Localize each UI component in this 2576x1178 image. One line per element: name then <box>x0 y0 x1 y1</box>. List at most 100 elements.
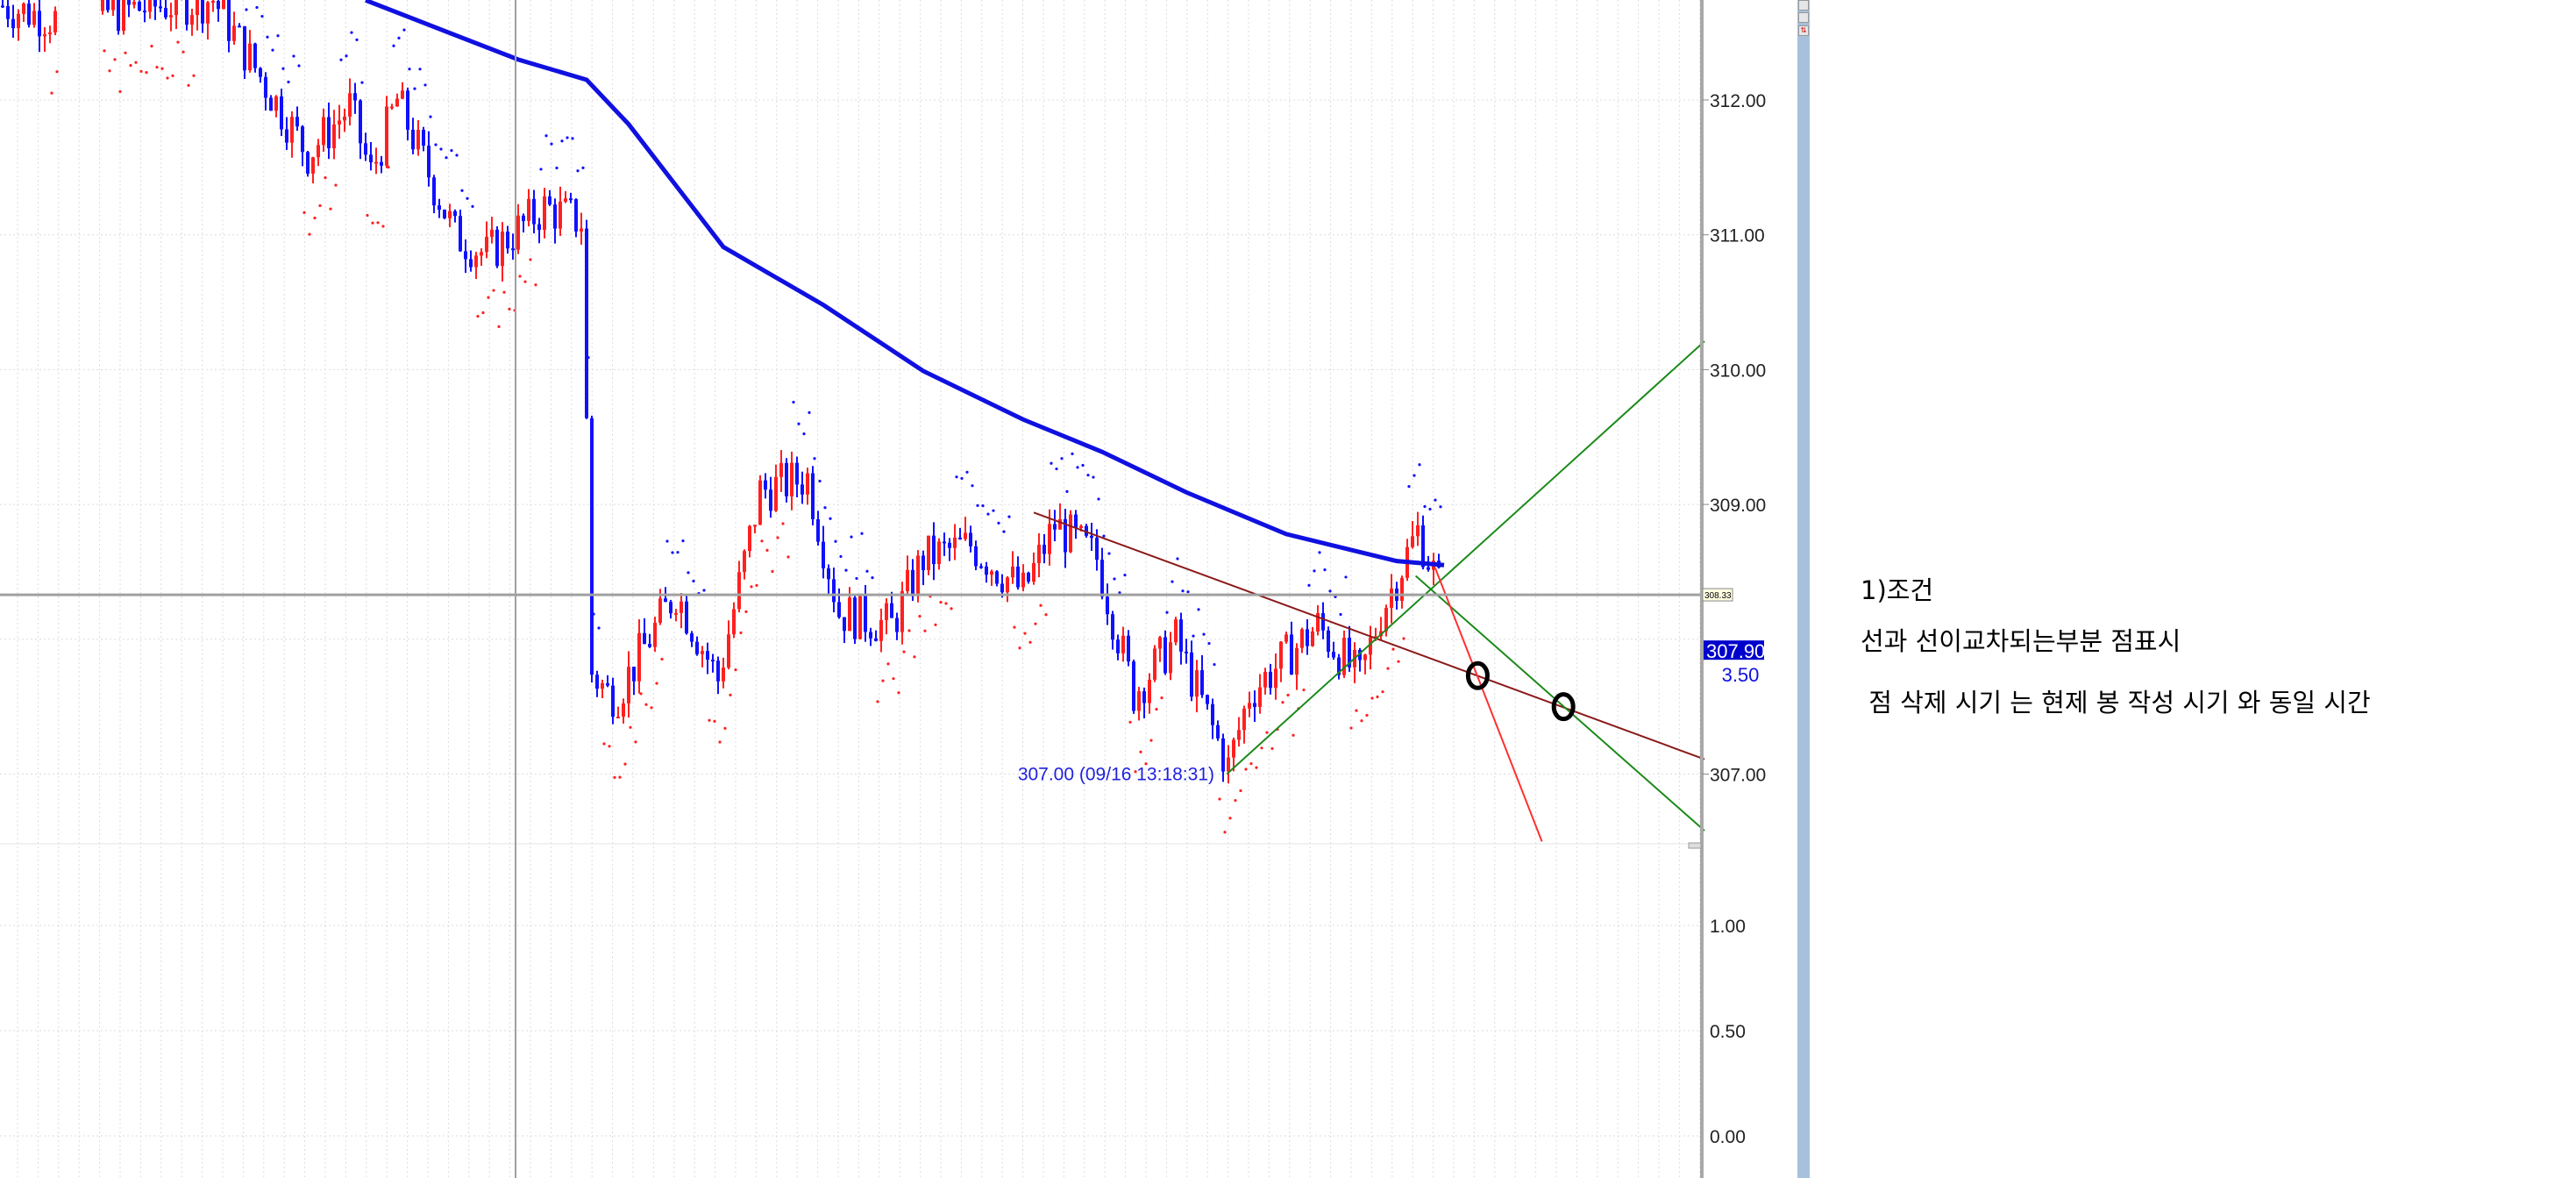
sar-dot <box>960 476 964 481</box>
candle-body <box>227 0 231 41</box>
candle-body <box>122 0 125 32</box>
sar-dot <box>1144 762 1148 766</box>
candle-body <box>864 594 867 632</box>
sar-dot <box>1176 557 1179 560</box>
candle-body <box>601 682 604 689</box>
sar-dot <box>481 311 485 315</box>
sar-dot <box>471 204 474 209</box>
candle-body <box>516 215 520 250</box>
candle-body <box>474 255 478 268</box>
candle-body <box>238 25 241 28</box>
sar-dot <box>255 5 259 10</box>
sar-dot <box>808 411 811 414</box>
panel-resize-handle[interactable] <box>1688 842 1702 849</box>
sar-dot <box>1149 739 1153 742</box>
candle-body <box>737 572 741 610</box>
candle-body <box>716 660 720 682</box>
sort-icon[interactable]: ⇅ <box>1798 25 1809 36</box>
candle-body <box>243 26 246 71</box>
candle-body <box>295 117 299 127</box>
candle-body <box>1021 572 1025 588</box>
sar-dot <box>1028 640 1032 644</box>
candle-body <box>690 633 694 642</box>
price-chart[interactable]: 307.00 (09/16 13:18:31) 312.00 311.00 310.… <box>0 0 1797 1178</box>
sar-dot <box>492 289 495 292</box>
candle-body <box>1006 577 1009 593</box>
candle-body <box>769 489 772 511</box>
sar-dot <box>855 576 858 581</box>
candle-body <box>695 641 699 654</box>
sar-dot <box>981 504 985 508</box>
candle-body <box>1148 679 1151 703</box>
scroll-arrow-icon[interactable] <box>1798 0 1809 11</box>
sar-dot <box>1207 641 1211 646</box>
sar-dot <box>792 400 795 404</box>
candle-body <box>1279 641 1283 669</box>
candle-body <box>1290 634 1293 675</box>
vertical-scrollbar[interactable]: ⇅ <box>1797 0 1810 1178</box>
candle-body <box>1342 638 1346 675</box>
candle-body <box>1032 563 1035 582</box>
candle-body <box>727 634 730 668</box>
sar-dot <box>371 221 374 225</box>
sar-dot <box>1081 463 1085 468</box>
note-line-1: 선과 선이교차되는부분 점표시 <box>1861 626 2181 656</box>
sar-dot <box>160 67 164 70</box>
candle-body <box>1163 637 1167 674</box>
sar-dot <box>339 58 343 61</box>
candle-body <box>995 571 999 584</box>
candle-body <box>895 618 899 632</box>
sar-dot <box>523 280 527 283</box>
sar-dot <box>881 679 885 682</box>
sar-dot <box>1181 589 1185 593</box>
circle-marker <box>1465 660 1490 690</box>
sar-dot <box>729 693 732 697</box>
sar-dot <box>108 69 111 73</box>
candle-body <box>653 622 657 647</box>
candle-body <box>758 480 762 525</box>
candle-body <box>632 667 636 682</box>
candle-body <box>101 0 104 11</box>
candle-body <box>564 198 567 202</box>
candle-body <box>648 644 651 647</box>
sar-dot <box>1171 580 1174 583</box>
candle-body <box>290 117 294 143</box>
sar-dot <box>497 325 501 329</box>
sar-dot <box>266 35 269 39</box>
candle-body <box>1358 649 1362 660</box>
candle-body <box>1200 670 1204 696</box>
candle-body <box>390 106 394 109</box>
sar-dot <box>955 475 958 479</box>
candle-body <box>890 603 893 618</box>
candle-body <box>232 25 236 41</box>
sar-dot <box>1365 713 1369 718</box>
sar-dot <box>776 536 779 539</box>
sar-dot <box>1270 746 1274 751</box>
sar-dot <box>155 65 159 69</box>
sar-dot <box>534 283 537 287</box>
sar-dot <box>423 83 427 87</box>
sub-tick-label: 0.00 <box>1710 1127 1746 1147</box>
sar-dot <box>355 38 359 41</box>
copy-icon[interactable] <box>1798 12 1809 23</box>
sub-tick-label: 0.50 <box>1710 1022 1746 1042</box>
candle-body <box>806 473 809 495</box>
candle-body <box>1400 577 1404 602</box>
sar-dot <box>581 166 585 170</box>
candle-body <box>1216 725 1220 739</box>
sar-dot <box>408 68 411 71</box>
sar-dot <box>1039 603 1042 607</box>
candle-body <box>958 537 962 539</box>
sar-dot <box>297 64 301 68</box>
candle-body <box>637 632 641 682</box>
candle-body <box>622 703 625 717</box>
sar-dot <box>387 165 390 169</box>
sar-dot <box>608 745 611 748</box>
sar-dot <box>907 629 911 632</box>
candle-body <box>948 542 951 548</box>
sar-dot <box>1281 701 1284 704</box>
trendlines[interactable] <box>1033 340 1705 842</box>
sar-dot <box>544 134 548 138</box>
sar-dot <box>618 775 622 779</box>
sar-dot <box>781 522 785 525</box>
